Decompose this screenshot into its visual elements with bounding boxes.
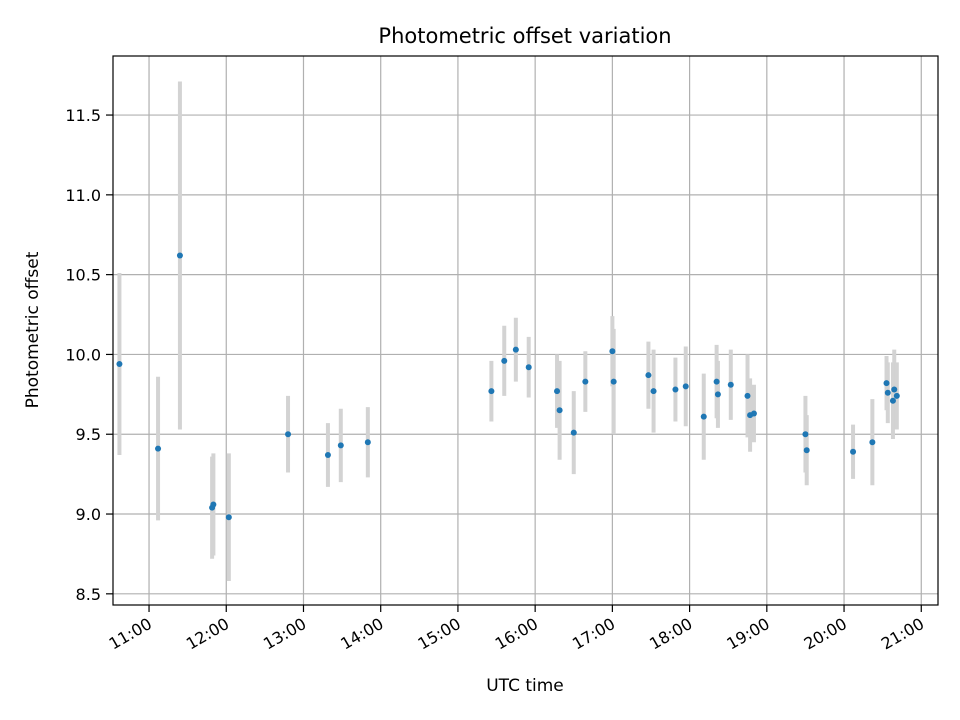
data-point <box>512 346 519 353</box>
data-point <box>891 386 898 393</box>
data-point <box>609 348 616 355</box>
y-tick-label: 8.5 <box>76 585 101 604</box>
data-point <box>893 392 900 399</box>
data-point <box>714 391 721 398</box>
data-point <box>337 442 344 449</box>
data-point <box>682 383 689 390</box>
data-point <box>176 252 183 259</box>
y-axis: 8.5 9.0 9.5 10.0 10.5 11.0 11.5 <box>65 106 113 604</box>
plot-area-frame <box>112 55 939 606</box>
data-point <box>610 378 617 385</box>
data-point <box>488 388 495 395</box>
data-point <box>556 407 563 414</box>
data-point <box>727 381 734 388</box>
data-point <box>645 372 652 379</box>
data-point <box>889 397 896 404</box>
data-point <box>750 410 757 417</box>
y-axis-label: Photometric offset <box>23 251 43 408</box>
data-point <box>803 447 810 454</box>
y-tick-label: 11.5 <box>65 106 101 125</box>
data-point <box>650 388 657 395</box>
y-tick-label: 9.0 <box>76 505 101 524</box>
data-point <box>802 431 809 438</box>
data-point <box>869 439 876 446</box>
data-point <box>155 445 162 452</box>
chart-title: Photometric offset variation <box>378 24 671 48</box>
data-point <box>525 364 532 371</box>
data-point <box>364 439 371 446</box>
data-point <box>225 514 232 521</box>
y-tick-label: 9.5 <box>76 425 101 444</box>
data-point <box>883 380 890 387</box>
data-point <box>884 389 891 396</box>
data-point <box>501 357 508 364</box>
y-tick-label: 11.0 <box>65 186 101 205</box>
data-point <box>850 448 857 455</box>
data-point <box>116 361 123 368</box>
data-points <box>116 252 900 521</box>
x-axis-label: UTC time <box>486 676 564 696</box>
data-point <box>672 386 679 393</box>
data-point <box>554 388 561 395</box>
data-point <box>713 378 720 385</box>
data-point <box>700 413 707 420</box>
y-tick-label: 10.0 <box>65 345 101 364</box>
data-point <box>570 429 577 436</box>
grid <box>113 56 938 605</box>
y-tick-label: 10.5 <box>65 266 101 285</box>
data-point <box>324 451 331 458</box>
data-point <box>744 392 751 399</box>
data-point <box>582 378 589 385</box>
data-point <box>285 431 292 438</box>
data-point <box>210 501 217 508</box>
